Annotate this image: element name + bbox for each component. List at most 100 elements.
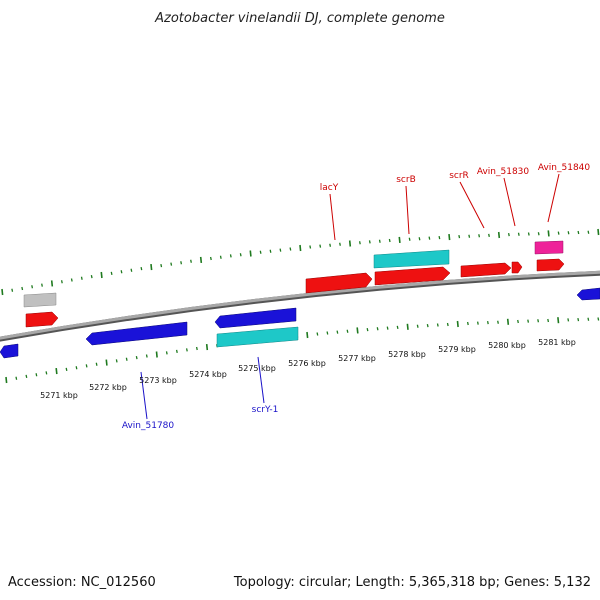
upper-tick-minor xyxy=(507,232,510,237)
lower-tick-minor xyxy=(326,331,329,335)
lower-tick-minor xyxy=(547,318,550,323)
lower-tick-minor xyxy=(125,357,128,361)
lower-tick-minor xyxy=(115,359,118,363)
forward-strand-genes xyxy=(23,240,565,328)
upper-tick-ring xyxy=(1,228,600,296)
upper-tick-minor xyxy=(160,263,163,268)
upper-tick-minor xyxy=(428,236,431,240)
gene-reverse-left[interactable] xyxy=(0,343,19,359)
upper-tick-minor xyxy=(190,259,192,263)
lower-tick-ring xyxy=(5,317,600,384)
lower-tick-minor xyxy=(567,318,570,322)
upper-tick-minor xyxy=(587,230,590,234)
tick-label-5273: 5273 kbp xyxy=(139,376,177,385)
tick-label-5280: 5280 kbp xyxy=(488,341,526,350)
label-Avin_51830[interactable]: Avin_51830 xyxy=(477,167,530,177)
lower-tick-minor xyxy=(577,317,580,322)
lower-tick-minor xyxy=(476,321,479,325)
upper-tick-major xyxy=(199,256,203,263)
lower-tick-minor xyxy=(135,355,138,360)
upper-tick-minor xyxy=(209,256,212,261)
lower-tick-minor xyxy=(587,317,590,321)
lower-tick-major xyxy=(55,368,58,375)
lower-tick-major xyxy=(155,351,158,358)
lower-tick-minor xyxy=(195,346,198,351)
label-lacY[interactable]: lacY xyxy=(320,183,339,193)
lower-tick-minor xyxy=(416,324,419,328)
upper-tick-minor xyxy=(577,230,580,235)
upper-tick-major xyxy=(100,271,103,279)
tick-label-5271: 5271 kbp xyxy=(40,391,78,400)
lower-tick-minor xyxy=(316,332,319,336)
gene-Avin_51780[interactable] xyxy=(85,321,188,346)
lower-tick-minor xyxy=(185,348,188,352)
label-leaders xyxy=(140,173,560,420)
reverse-strand-genes xyxy=(0,287,600,359)
lower-tick-minor xyxy=(346,329,349,333)
lower-tick-minor xyxy=(65,367,68,372)
upper-tick-minor xyxy=(527,232,530,236)
upper-tick-minor xyxy=(80,276,83,280)
upper-tick-minor xyxy=(70,278,73,282)
gene-lacY[interactable] xyxy=(305,272,373,294)
upper-tick-minor xyxy=(110,271,113,276)
upper-tick-major xyxy=(398,236,401,243)
gene-reverse-mid[interactable] xyxy=(214,307,297,329)
label-scrB[interactable]: scrB xyxy=(396,175,416,185)
accession-text: Accession: NC_012560 xyxy=(8,575,156,590)
gene-scrR[interactable] xyxy=(460,262,512,278)
upper-tick-minor xyxy=(557,231,560,235)
label-Avin_51780[interactable]: Avin_51780 xyxy=(122,421,175,431)
upper-tick-major xyxy=(249,250,252,257)
tick-label-5275: 5275 kbp xyxy=(238,364,276,373)
upper-tick-minor xyxy=(259,250,262,254)
upper-tick-minor xyxy=(567,231,570,235)
upper-tick-minor xyxy=(41,283,43,287)
gene-scrY-1[interactable] xyxy=(216,326,299,348)
lower-tick-minor xyxy=(25,374,28,379)
leader-scrR xyxy=(459,181,485,229)
lower-tick-major xyxy=(356,327,359,334)
upper-tick-minor xyxy=(517,232,520,236)
upper-tick-minor xyxy=(388,238,391,243)
leader-scrB xyxy=(405,185,410,235)
upper-tick-minor xyxy=(31,285,34,289)
lower-tick-minor xyxy=(336,330,339,334)
tick-label-5274: 5274 kbp xyxy=(189,370,227,379)
gene-scrB-rna[interactable] xyxy=(373,249,450,269)
pseudo-gene[interactable] xyxy=(23,292,57,308)
upper-tick-minor xyxy=(488,233,490,238)
upper-tick-major xyxy=(448,234,451,241)
gene-Avin_51830[interactable] xyxy=(511,261,523,274)
upper-tick-major xyxy=(299,244,302,252)
gene-forward-left[interactable] xyxy=(25,311,59,328)
gene-Avin_51840[interactable] xyxy=(536,258,565,272)
tick-label-5281: 5281 kbp xyxy=(538,338,576,347)
lower-tick-minor xyxy=(386,326,389,330)
genome-backbone-shadow xyxy=(0,270,600,342)
upper-tick-minor xyxy=(140,266,143,271)
lower-tick-major xyxy=(456,320,459,328)
label-scrY-1[interactable]: scrY-1 xyxy=(252,405,279,415)
tick-label-5272: 5272 kbp xyxy=(89,383,127,392)
lower-tick-minor xyxy=(376,327,379,331)
lower-tick-major xyxy=(5,376,8,384)
lower-tick-minor xyxy=(537,319,540,323)
lower-tick-minor xyxy=(145,354,148,358)
label-Avin_51840[interactable]: Avin_51840 xyxy=(538,163,591,173)
lower-tick-major xyxy=(105,359,108,366)
label-scrR[interactable]: scrR xyxy=(449,171,469,181)
upper-tick-minor xyxy=(170,262,173,266)
gene-reverse-right[interactable] xyxy=(576,287,600,301)
upper-tick-minor xyxy=(378,239,381,243)
gene-scrB[interactable] xyxy=(374,266,451,286)
map-title: Azotobacter vinelandii DJ, complete geno… xyxy=(154,11,445,26)
lower-tick-major xyxy=(205,344,209,351)
upper-tick-minor xyxy=(458,234,461,239)
upper-tick-minor xyxy=(239,253,242,257)
lower-tick-minor xyxy=(85,364,88,368)
gene-Avin_51840-rna[interactable] xyxy=(534,240,564,255)
lower-tick-minor xyxy=(497,320,499,324)
